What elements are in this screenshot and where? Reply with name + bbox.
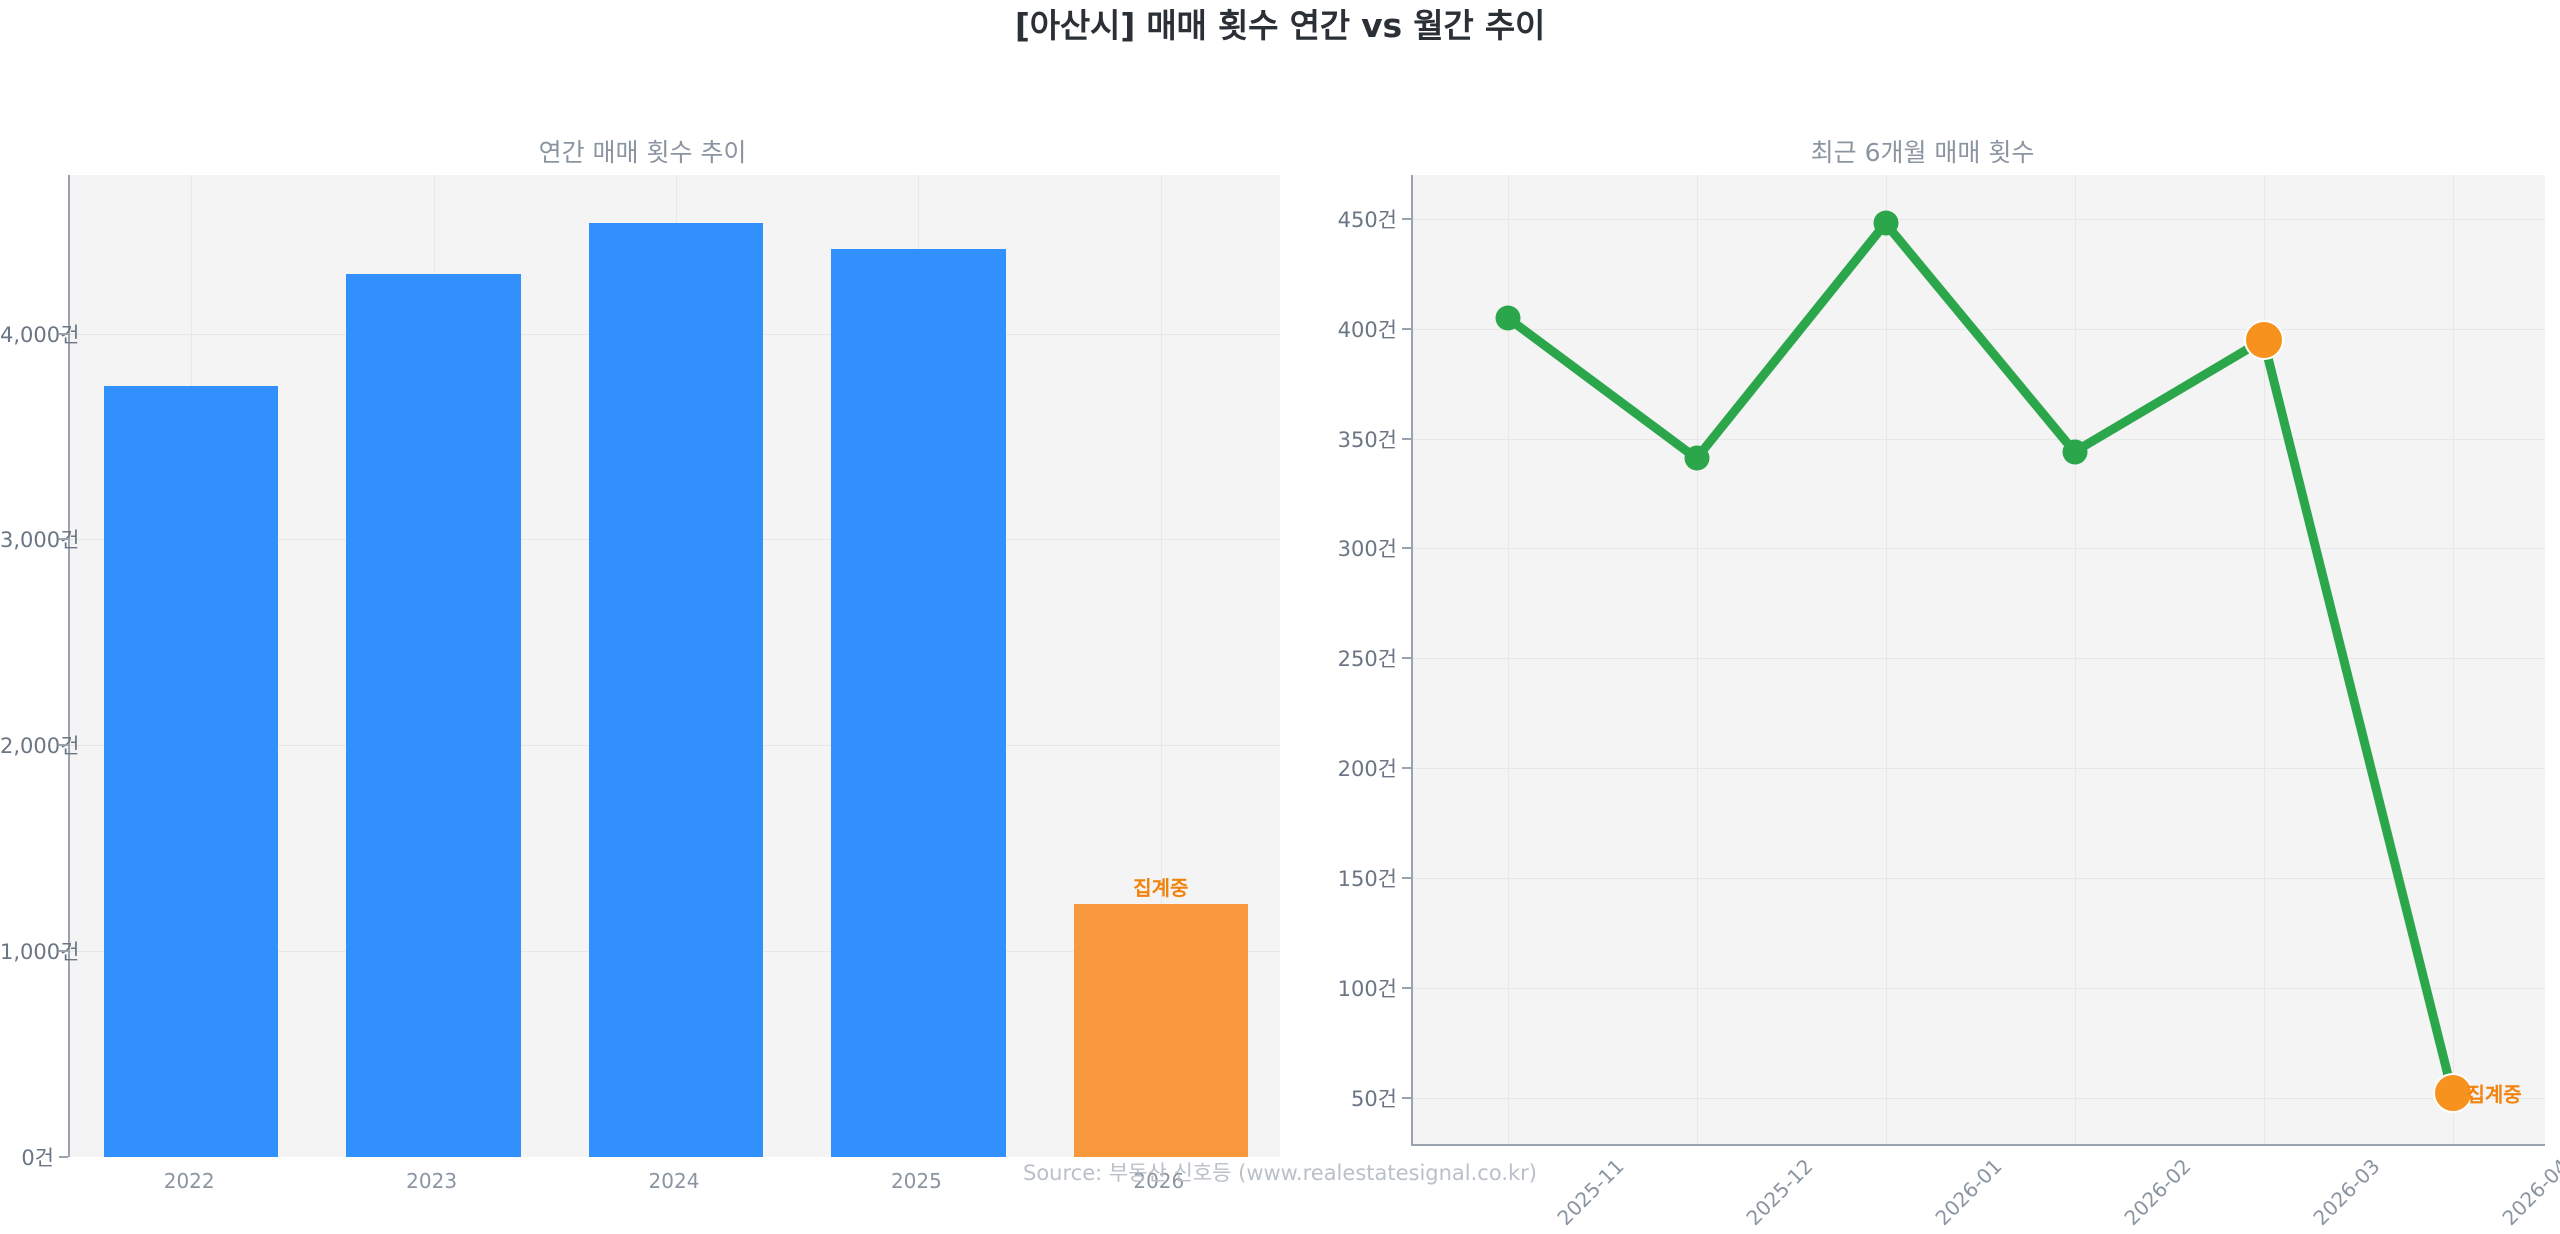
bar-2024[interactable] (588, 223, 764, 1157)
x-axis-tick-label: 2023 (406, 1169, 458, 1193)
data-point-2025-11[interactable] (1495, 305, 1520, 331)
gridline-horizontal (1413, 877, 2545, 879)
monthly-line-chart-panel: 최근 6개월 매매 횟수 집계중 50건 100건 150건 200건 250건 300건… (1285, 0, 2560, 1234)
y-axis-tick-label: 50건 (1350, 1086, 1397, 1111)
bar-annotation-2026: 집계중 (1133, 875, 1189, 900)
annual-chart-plot-area: 집계중 (68, 175, 1280, 1157)
monthly-chart-plot-area: 집계중 (1411, 175, 2545, 1146)
y-axis-tick-mark (1402, 327, 1411, 330)
point-annotation-2026-04: 집계중 (2466, 1082, 2522, 1107)
monthly-chart-title: 최근 6개월 매매 횟수 (1810, 138, 2035, 167)
gridline-horizontal (1413, 218, 2545, 220)
y-axis-tick-mark (59, 538, 68, 541)
bar-2022[interactable] (103, 386, 279, 1157)
data-point-2026-01[interactable] (1873, 210, 1898, 236)
gridline-horizontal (1413, 438, 2545, 440)
gridline-vertical (1696, 175, 1698, 1144)
gridline-horizontal (1413, 658, 2545, 660)
y-axis-tick-label: 3,000건 (0, 528, 80, 553)
y-axis-tick-mark (59, 1156, 68, 1158)
y-axis-tick-label: 2,000건 (0, 734, 80, 759)
y-axis-tick-label: 250건 (1337, 647, 1397, 672)
y-axis-tick-label: 4,000건 (0, 322, 80, 347)
gridline-horizontal (1413, 987, 2545, 989)
gridline-vertical (1507, 175, 1509, 1144)
y-axis-tick-mark (1402, 657, 1411, 660)
gridline-vertical (1885, 175, 1887, 1144)
y-axis-tick-mark (59, 950, 68, 953)
data-point-2025-12[interactable] (1684, 445, 1709, 471)
y-axis-tick-mark (1402, 437, 1411, 440)
gridline-vertical (1160, 175, 1162, 1157)
bar-2025[interactable] (831, 249, 1006, 1157)
gridline-horizontal (1413, 1097, 2545, 1099)
y-axis-tick-label: 0건 (21, 1146, 54, 1170)
data-point-2026-03[interactable] (2243, 319, 2284, 360)
data-point-2026-02[interactable] (2062, 439, 2087, 465)
y-axis-tick-mark (1402, 1096, 1411, 1099)
x-axis-tick-label: 2026 (1133, 1169, 1185, 1193)
y-axis-tick-mark (1402, 986, 1411, 989)
y-axis-tick-mark (59, 332, 68, 335)
gridline-horizontal (1413, 768, 2545, 770)
gridline-vertical (2074, 175, 2076, 1144)
y-axis-tick-label: 350건 (1337, 427, 1397, 452)
y-axis-tick-label: 200건 (1337, 757, 1397, 782)
y-axis-tick-mark (1402, 547, 1411, 550)
x-axis-tick-label: 2024 (648, 1169, 700, 1193)
x-axis-tick-label: 2025 (890, 1169, 942, 1193)
y-axis-tick-mark (59, 744, 68, 747)
source-note: Source: 부동산 신호등 (www.realestatesignal.co… (1022, 1161, 1537, 1185)
line-series (1503, 218, 2457, 1098)
y-axis-tick-label: 1,000건 (0, 940, 80, 965)
y-axis-tick-label: 300건 (1337, 537, 1397, 562)
data-point-2026-04[interactable] (2432, 1073, 2473, 1114)
y-axis-tick-label: 450건 (1337, 207, 1397, 232)
x-axis-tick-label: 2022 (163, 1169, 215, 1193)
bar-2023[interactable] (346, 273, 521, 1157)
y-axis-tick-mark (1402, 876, 1411, 879)
y-axis-tick-label: 400건 (1337, 317, 1397, 342)
y-axis-tick-label: 150건 (1337, 866, 1397, 891)
y-axis-tick-mark (1402, 217, 1411, 220)
y-axis-tick-label: 100건 (1337, 976, 1397, 1001)
gridline-horizontal (1413, 548, 2545, 550)
annual-bar-chart-panel: 연간 매매 횟수 추이 집계중 0건 1,000건 2,000건 3,000건 4,00… (0, 138, 1280, 1193)
annual-chart-title: 연간 매매 횟수 추이 (538, 138, 747, 167)
bar-2026[interactable] (1073, 903, 1249, 1157)
y-axis-tick-mark (1402, 767, 1411, 770)
gridline-vertical (2263, 175, 2265, 1144)
gridline-vertical (2452, 175, 2454, 1144)
page-title: [아산시] 매매 횟수 연간 vs 월간 추이 (1014, 6, 1546, 45)
gridline-horizontal (1413, 328, 2545, 330)
